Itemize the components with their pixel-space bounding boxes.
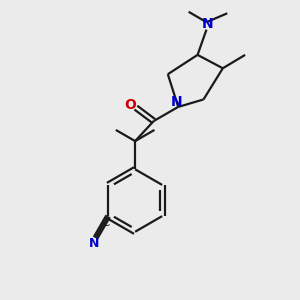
- Text: N: N: [89, 237, 99, 250]
- Text: C: C: [101, 216, 109, 229]
- Text: N: N: [171, 94, 183, 109]
- Text: N: N: [202, 17, 214, 31]
- Text: O: O: [124, 98, 136, 112]
